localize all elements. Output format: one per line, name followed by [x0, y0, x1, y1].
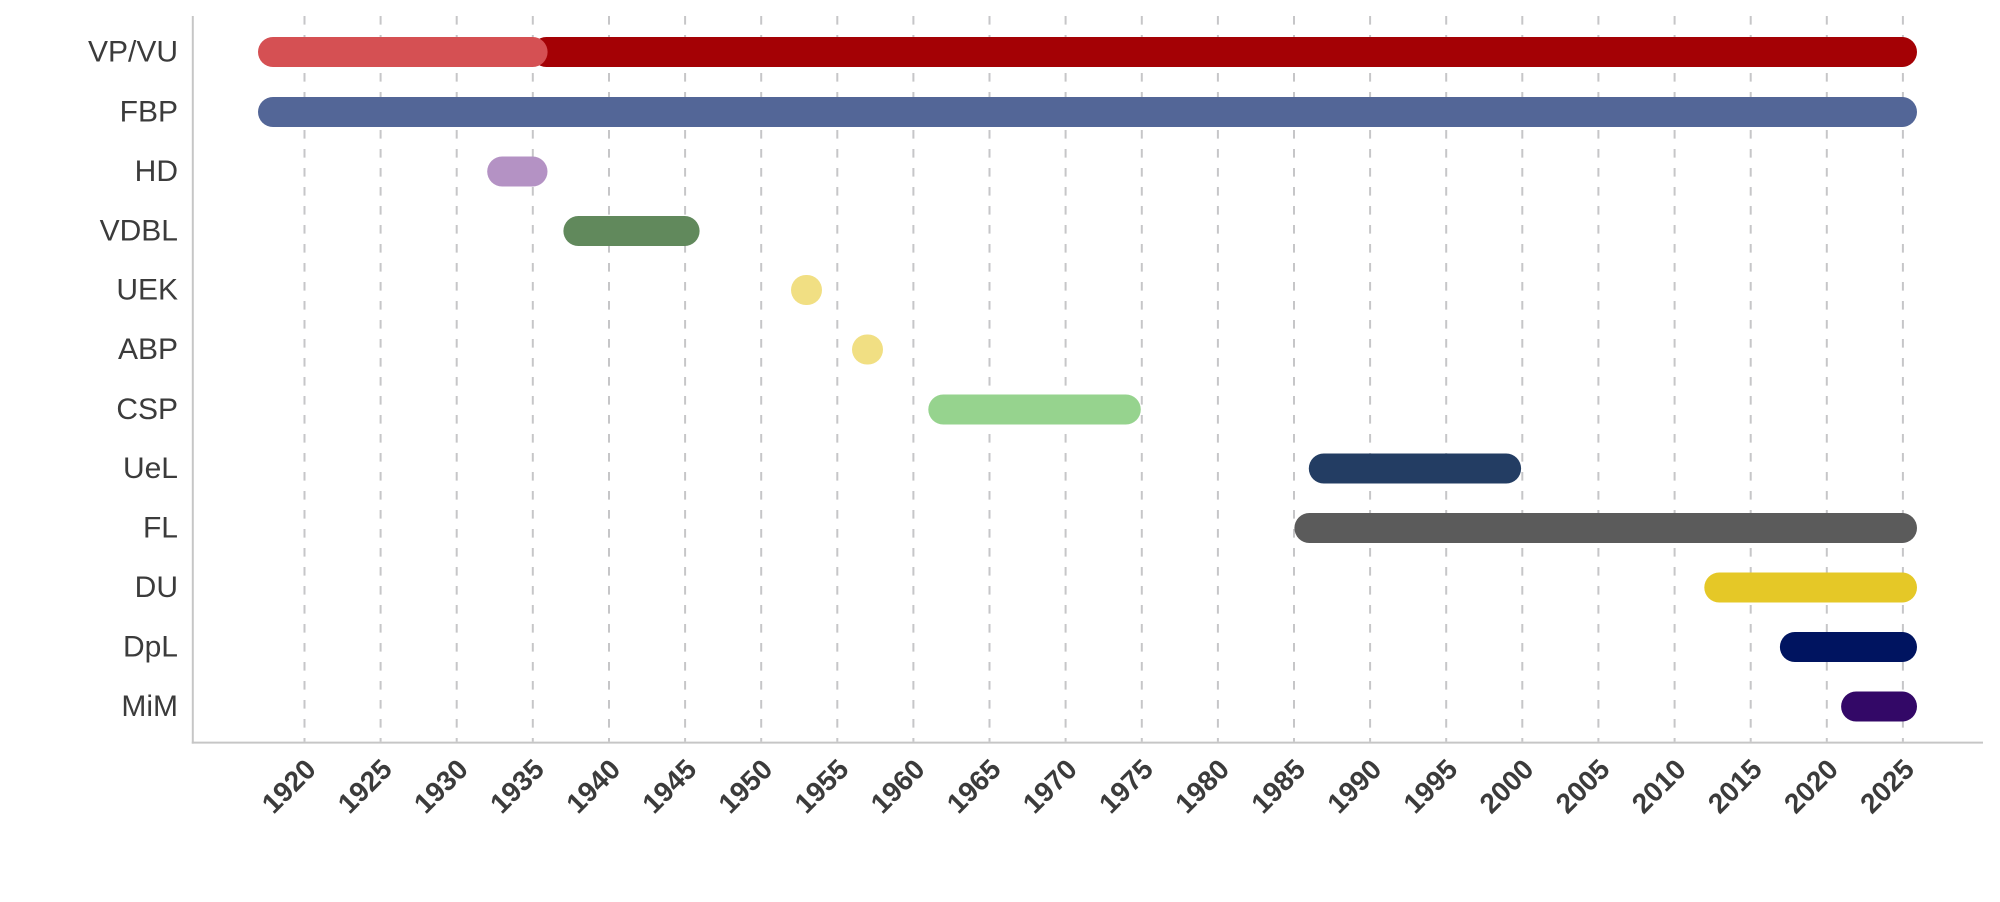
- svg-text:VDBL: VDBL: [100, 215, 178, 248]
- svg-text:UeL: UeL: [123, 452, 178, 485]
- svg-text:DU: DU: [135, 571, 178, 604]
- svg-text:VP/VU: VP/VU: [88, 36, 178, 69]
- svg-text:FL: FL: [143, 512, 178, 545]
- svg-text:FBP: FBP: [120, 96, 178, 129]
- svg-text:CSP: CSP: [116, 393, 178, 426]
- svg-text:UEK: UEK: [116, 274, 178, 307]
- svg-text:DpL: DpL: [123, 631, 178, 664]
- svg-text:HD: HD: [135, 155, 178, 188]
- svg-text:MiM: MiM: [121, 690, 178, 723]
- svg-text:ABP: ABP: [118, 333, 178, 366]
